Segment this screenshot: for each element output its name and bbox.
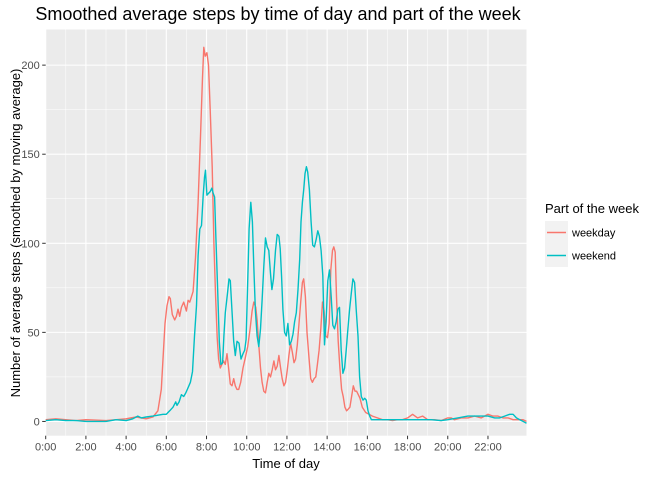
- x-tick-label: 14:00: [313, 442, 341, 454]
- x-axis: 0:00 2:00 4:00 6:00 8:00 10:00 12:00 14:00 16:00…: [35, 435, 502, 454]
- y-tick-label: 0: [34, 416, 40, 428]
- series-layer: [45, 46, 527, 424]
- y-tick-label: 100: [21, 238, 39, 250]
- x-tick-label: 8:00: [196, 442, 217, 454]
- y-tick-label: 200: [21, 60, 39, 72]
- x-tick-label: 12:00: [273, 442, 301, 454]
- series-line-weekend: [45, 166, 527, 424]
- legend: Part of the week weekday weekend: [545, 201, 639, 267]
- legend-label-weekday: weekday: [571, 228, 616, 240]
- x-tick-label: 18:00: [394, 442, 422, 454]
- y-tick-label: 150: [21, 149, 39, 161]
- x-tick-label: 0:00: [35, 442, 56, 454]
- y-axis-title: Number of average steps (smoothed by mov…: [8, 69, 23, 398]
- x-tick-label: 6:00: [156, 442, 177, 454]
- x-tick-label: 16:00: [354, 442, 382, 454]
- y-axis: 0 50 100 150 200: [21, 60, 46, 428]
- x-tick-label: 22:00: [474, 442, 502, 454]
- x-axis-title: Time of day: [252, 456, 320, 471]
- x-tick-label: 10:00: [233, 442, 261, 454]
- y-tick-label: 50: [27, 327, 39, 339]
- grid-major: [45, 29, 527, 436]
- x-tick-label: 2:00: [75, 442, 96, 454]
- legend-title: Part of the week: [545, 201, 639, 216]
- chart-title: Smoothed average steps by time of day an…: [35, 4, 521, 24]
- x-tick-label: 4:00: [115, 442, 136, 454]
- grid-minor: [45, 29, 527, 436]
- legend-label-weekend: weekend: [571, 251, 616, 263]
- x-tick-label: 20:00: [434, 442, 462, 454]
